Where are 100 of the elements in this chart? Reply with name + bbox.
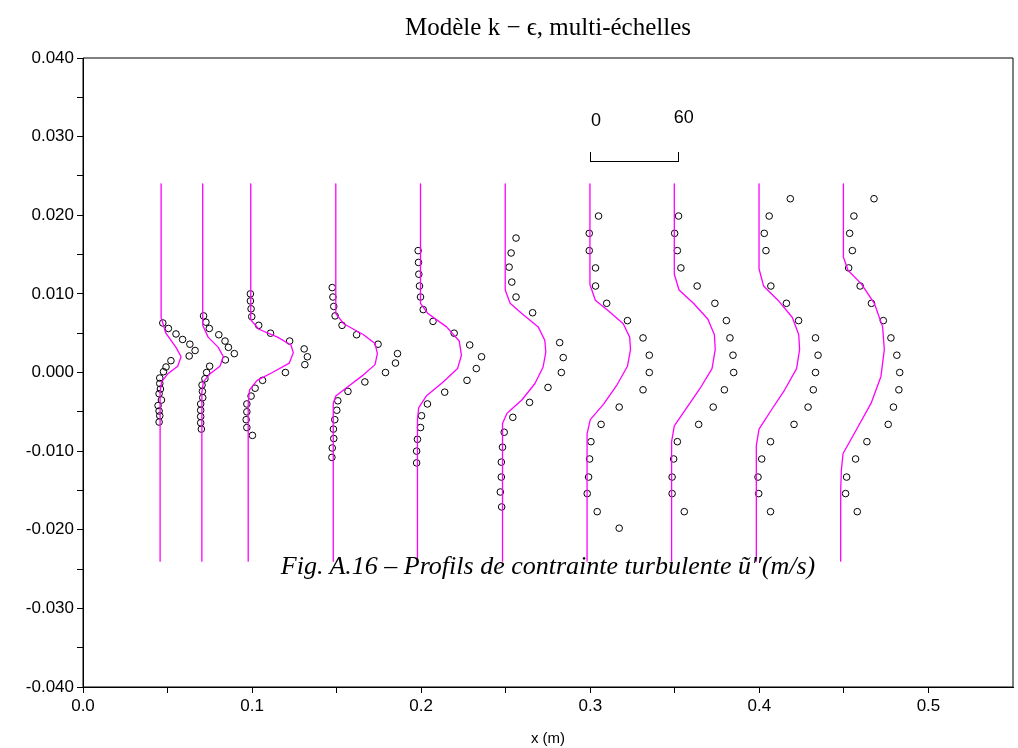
point (893, 351, 901, 359)
point (668, 489, 676, 498)
point (155, 411, 164, 420)
point (155, 389, 163, 398)
point (243, 400, 251, 408)
point (247, 392, 255, 400)
point (508, 278, 516, 286)
point (414, 246, 422, 255)
point (760, 229, 769, 238)
point (352, 330, 361, 339)
point (557, 368, 566, 377)
point (863, 437, 871, 446)
point (585, 455, 594, 463)
point (198, 387, 207, 396)
point (361, 378, 369, 386)
point (790, 420, 798, 429)
y-tick-label: 0.040 (31, 47, 74, 67)
point (221, 356, 230, 364)
point (754, 489, 763, 498)
point (198, 393, 207, 402)
point (811, 334, 820, 342)
point (709, 403, 717, 411)
point (338, 321, 346, 330)
point (391, 359, 400, 367)
point (196, 419, 205, 427)
point (867, 299, 876, 308)
point (416, 293, 425, 301)
point (412, 447, 421, 455)
point (615, 524, 623, 532)
point (450, 329, 458, 337)
point (680, 507, 689, 516)
point (334, 397, 342, 405)
point (251, 384, 259, 393)
point (205, 362, 214, 371)
point (199, 312, 208, 320)
point (164, 324, 173, 333)
point (285, 337, 294, 345)
point (156, 385, 165, 393)
point (246, 297, 255, 305)
point (555, 338, 564, 347)
point (694, 420, 703, 429)
point (512, 234, 520, 242)
x-tick-label: 0.3 (578, 695, 603, 715)
point (328, 283, 337, 292)
y-tick-label: -0.030 (25, 598, 74, 618)
point (374, 340, 382, 348)
point (669, 455, 678, 463)
point (782, 299, 791, 308)
point (512, 293, 520, 301)
point (879, 316, 888, 325)
point (196, 412, 205, 421)
y-tick-label: -0.010 (25, 440, 74, 460)
point (528, 308, 537, 317)
point (870, 194, 878, 203)
point (429, 317, 437, 326)
annotation: 0 (590, 109, 601, 130)
point (726, 334, 734, 342)
point (155, 407, 163, 415)
point (767, 282, 775, 290)
point (202, 318, 210, 326)
point (415, 282, 424, 290)
point (729, 351, 737, 359)
point (247, 305, 255, 313)
point (889, 403, 898, 411)
point (416, 423, 425, 432)
point (242, 415, 250, 424)
point (417, 411, 426, 420)
point (201, 374, 209, 383)
point (895, 386, 903, 394)
point (645, 351, 654, 359)
y-tick-label: -0.040 (25, 676, 74, 696)
point (154, 401, 162, 410)
point (597, 420, 605, 429)
point (221, 337, 229, 345)
annotation: 60 (673, 106, 694, 127)
point (419, 305, 428, 314)
point (230, 349, 239, 358)
point (814, 351, 822, 359)
point (500, 428, 509, 437)
point (507, 249, 515, 257)
point (850, 212, 858, 220)
point (762, 246, 770, 255)
point (330, 415, 339, 424)
point (412, 459, 421, 467)
point (344, 387, 352, 396)
annotation: Fig. A.16 – Profils de contrainte turbulente ũ″(m/s) (279, 551, 816, 581)
point (559, 353, 568, 362)
point (895, 368, 904, 377)
point (668, 473, 676, 481)
point (472, 364, 481, 373)
x-tick-label: 0.5 (916, 695, 941, 715)
point (281, 368, 290, 377)
point (329, 293, 337, 301)
point (266, 329, 275, 337)
point (329, 302, 338, 311)
point (525, 398, 534, 407)
point (848, 246, 857, 255)
point (639, 334, 647, 342)
point (328, 444, 337, 452)
point (602, 299, 611, 308)
